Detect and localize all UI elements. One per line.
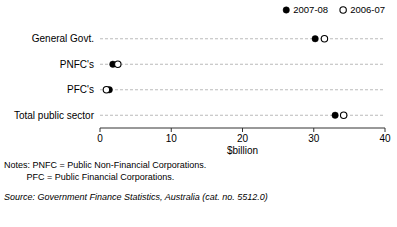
category-label: General Govt.	[32, 33, 94, 44]
category-label: Total public sector	[14, 110, 95, 121]
tick-mark	[385, 128, 386, 132]
tick-label: 10	[166, 133, 178, 144]
note: PFC = Public Financial Corporations.	[4, 172, 174, 182]
legend-label: 2007-08	[293, 4, 328, 15]
legend-marker	[283, 7, 289, 13]
dot	[115, 61, 121, 67]
tick-label: 40	[379, 133, 391, 144]
tick-mark	[171, 128, 172, 132]
legend-marker	[340, 7, 346, 13]
tick-mark	[313, 128, 314, 132]
legend: 2006-07 2007-08	[283, 4, 385, 15]
tick-label: 0	[97, 133, 103, 144]
dot	[312, 36, 318, 42]
tick-mark	[100, 128, 101, 132]
category-label: PFC's	[67, 84, 94, 95]
source: Source: Government Finance Statistics, A…	[4, 192, 268, 202]
dot	[321, 36, 327, 42]
grid-line	[100, 64, 385, 65]
tick-mark	[242, 128, 243, 132]
dot	[103, 87, 109, 93]
grid-line	[100, 89, 385, 90]
tick-label: 20	[237, 133, 249, 144]
legend-label: 2006-07	[350, 4, 385, 15]
dot	[332, 112, 338, 118]
note: Notes: PNFC = Public Non-Financial Corpo…	[4, 160, 206, 170]
grid	[100, 39, 385, 116]
category-label: PNFC's	[60, 59, 94, 70]
dot	[340, 112, 346, 118]
x-axis: 0 10 20 30 40	[97, 128, 391, 144]
grid-line	[100, 38, 385, 39]
x-axis-label: $billion	[227, 145, 258, 156]
chart: General Govt. PNFC's PFC's Total public sec…	[0, 0, 397, 227]
points	[103, 36, 347, 119]
tick-label: 30	[308, 133, 320, 144]
